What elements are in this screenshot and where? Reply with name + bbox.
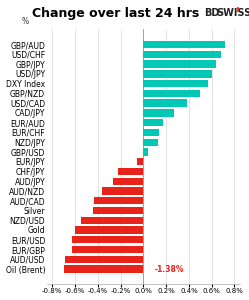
- Text: -1.38%: -1.38%: [155, 265, 184, 274]
- Bar: [143, 70, 212, 77]
- Text: %: %: [21, 17, 29, 26]
- Text: BD: BD: [204, 8, 220, 17]
- Bar: [143, 139, 158, 146]
- Bar: [81, 217, 143, 224]
- Text: SWISS: SWISS: [217, 8, 249, 17]
- Bar: [113, 178, 143, 185]
- Bar: [75, 226, 143, 234]
- Bar: [143, 80, 208, 87]
- Bar: [143, 41, 225, 48]
- Bar: [72, 246, 143, 253]
- Bar: [143, 90, 200, 97]
- Bar: [72, 236, 143, 243]
- Bar: [143, 148, 148, 156]
- Bar: [143, 119, 163, 126]
- Bar: [136, 158, 143, 165]
- Bar: [93, 207, 143, 214]
- Bar: [118, 168, 143, 175]
- Bar: [64, 266, 143, 273]
- Bar: [143, 60, 216, 68]
- Bar: [143, 100, 187, 107]
- Bar: [143, 109, 174, 116]
- Text: Change over last 24 hrs: Change over last 24 hrs: [32, 8, 200, 20]
- Bar: [143, 129, 159, 136]
- Bar: [65, 256, 143, 263]
- Bar: [94, 197, 143, 204]
- Bar: [143, 51, 221, 58]
- Text: ⬆: ⬆: [235, 8, 241, 14]
- Bar: [102, 187, 143, 195]
